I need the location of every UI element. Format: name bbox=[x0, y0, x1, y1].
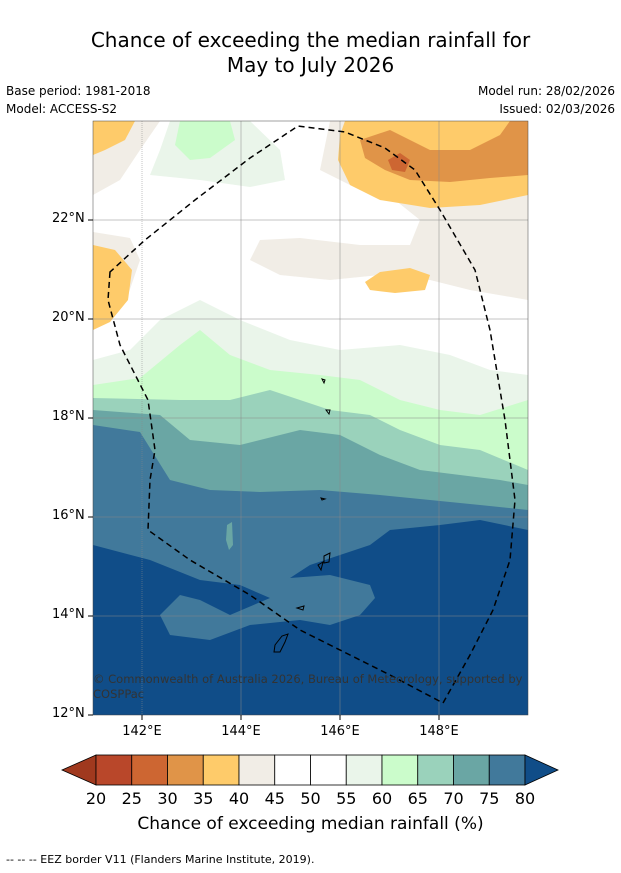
model-run: Model run: 28/02/2026 bbox=[477, 84, 615, 98]
issued-date: Issued: 02/03/2026 bbox=[499, 102, 615, 116]
colorbar-segment bbox=[488, 754, 526, 786]
colorbar-tick-label: 40 bbox=[228, 789, 250, 808]
colorbar-tick-label: 75 bbox=[479, 789, 500, 808]
graticule bbox=[93, 121, 528, 715]
region-40-spot bbox=[365, 268, 430, 293]
region-40-northwest bbox=[93, 245, 132, 330]
colorbar-tick-label: 55 bbox=[336, 789, 357, 808]
region-40-top-left bbox=[93, 121, 135, 155]
colorbar-tick-label: 25 bbox=[121, 789, 142, 808]
eez-border bbox=[107, 125, 516, 705]
colorbar-segment bbox=[202, 754, 240, 786]
colorbar-segment bbox=[453, 754, 490, 786]
map-title: Chance of exceeding the median rainfall … bbox=[0, 28, 621, 78]
colorbar-tick-label: 35 bbox=[193, 789, 214, 808]
map-area bbox=[93, 121, 528, 715]
region-above-80 bbox=[93, 520, 528, 715]
islands bbox=[273, 378, 331, 653]
colorbar-extend-low bbox=[61, 754, 97, 786]
colorbar-segment bbox=[417, 754, 454, 786]
island-pagan bbox=[325, 409, 331, 416]
base-period: Base period: 1981-2018 bbox=[6, 84, 151, 98]
copyright-credit: © Commonwealth of Australia 2026, Bureau… bbox=[93, 672, 523, 701]
colorbar-tick-label: 80 bbox=[514, 789, 536, 808]
colorbar-segment bbox=[238, 754, 276, 786]
colorbar-title: Chance of exceeding median rainfall (%) bbox=[137, 814, 484, 834]
colorbar-tick-label: 45 bbox=[264, 789, 285, 808]
lat-label-16: 16°N bbox=[52, 508, 85, 523]
axis-ticks bbox=[88, 219, 440, 720]
colorbar bbox=[61, 754, 559, 786]
colorbar-tick-label: 60 bbox=[371, 789, 393, 808]
colorbar-tick-label: 70 bbox=[443, 789, 464, 808]
colorbar-extend-high bbox=[524, 754, 559, 786]
colorbar-segment bbox=[345, 754, 383, 786]
region-65-top bbox=[175, 121, 235, 160]
eez-footnote: -- -- -- EEZ border V11 (Flanders Marine… bbox=[6, 853, 315, 866]
lat-label-14: 14°N bbox=[52, 607, 85, 622]
meta-right: Model run: 28/02/2026 Issued: 02/03/2026 bbox=[478, 82, 615, 118]
colorbar-segment bbox=[381, 754, 419, 786]
lat-label-18: 18°N bbox=[52, 409, 85, 424]
colorbar-segment bbox=[274, 754, 311, 786]
lat-label-22: 22°N bbox=[52, 211, 85, 226]
colorbar-tick-label: 65 bbox=[407, 789, 428, 808]
island-rota bbox=[295, 605, 305, 611]
region-80-island-strip bbox=[226, 522, 233, 550]
island-saipan bbox=[323, 552, 331, 564]
island-anatahan bbox=[320, 497, 327, 501]
colorbar-segment bbox=[95, 754, 133, 786]
lon-label-146: 146°E bbox=[320, 724, 360, 739]
model-name: Model: ACCESS-S2 bbox=[6, 102, 118, 116]
region-30-spot bbox=[388, 153, 410, 172]
lon-label-142: 142°E bbox=[122, 724, 162, 739]
colorbar-segment bbox=[310, 754, 347, 786]
colorbar-tick-label: 50 bbox=[300, 789, 321, 808]
lon-label-144: 144°E bbox=[221, 724, 261, 739]
lon-label-148: 148°E bbox=[419, 724, 459, 739]
colorbar-tick-label: 30 bbox=[157, 789, 178, 808]
title-line-1: Chance of exceeding the median rainfall … bbox=[90, 28, 531, 52]
colorbar-segment bbox=[131, 754, 168, 786]
lat-label-20: 20°N bbox=[52, 310, 85, 325]
title-line-2: May to July 2026 bbox=[226, 53, 395, 77]
colorbar-segment bbox=[167, 754, 204, 786]
island-tinian bbox=[317, 560, 324, 572]
meta-left: Base period: 1981-2018 Model: ACCESS-S2 bbox=[6, 82, 151, 118]
island-guam bbox=[273, 633, 289, 653]
island-agrihan bbox=[321, 378, 326, 385]
lat-label-12: 12°N bbox=[52, 706, 85, 721]
colorbar-tick-label: 20 bbox=[85, 789, 107, 808]
